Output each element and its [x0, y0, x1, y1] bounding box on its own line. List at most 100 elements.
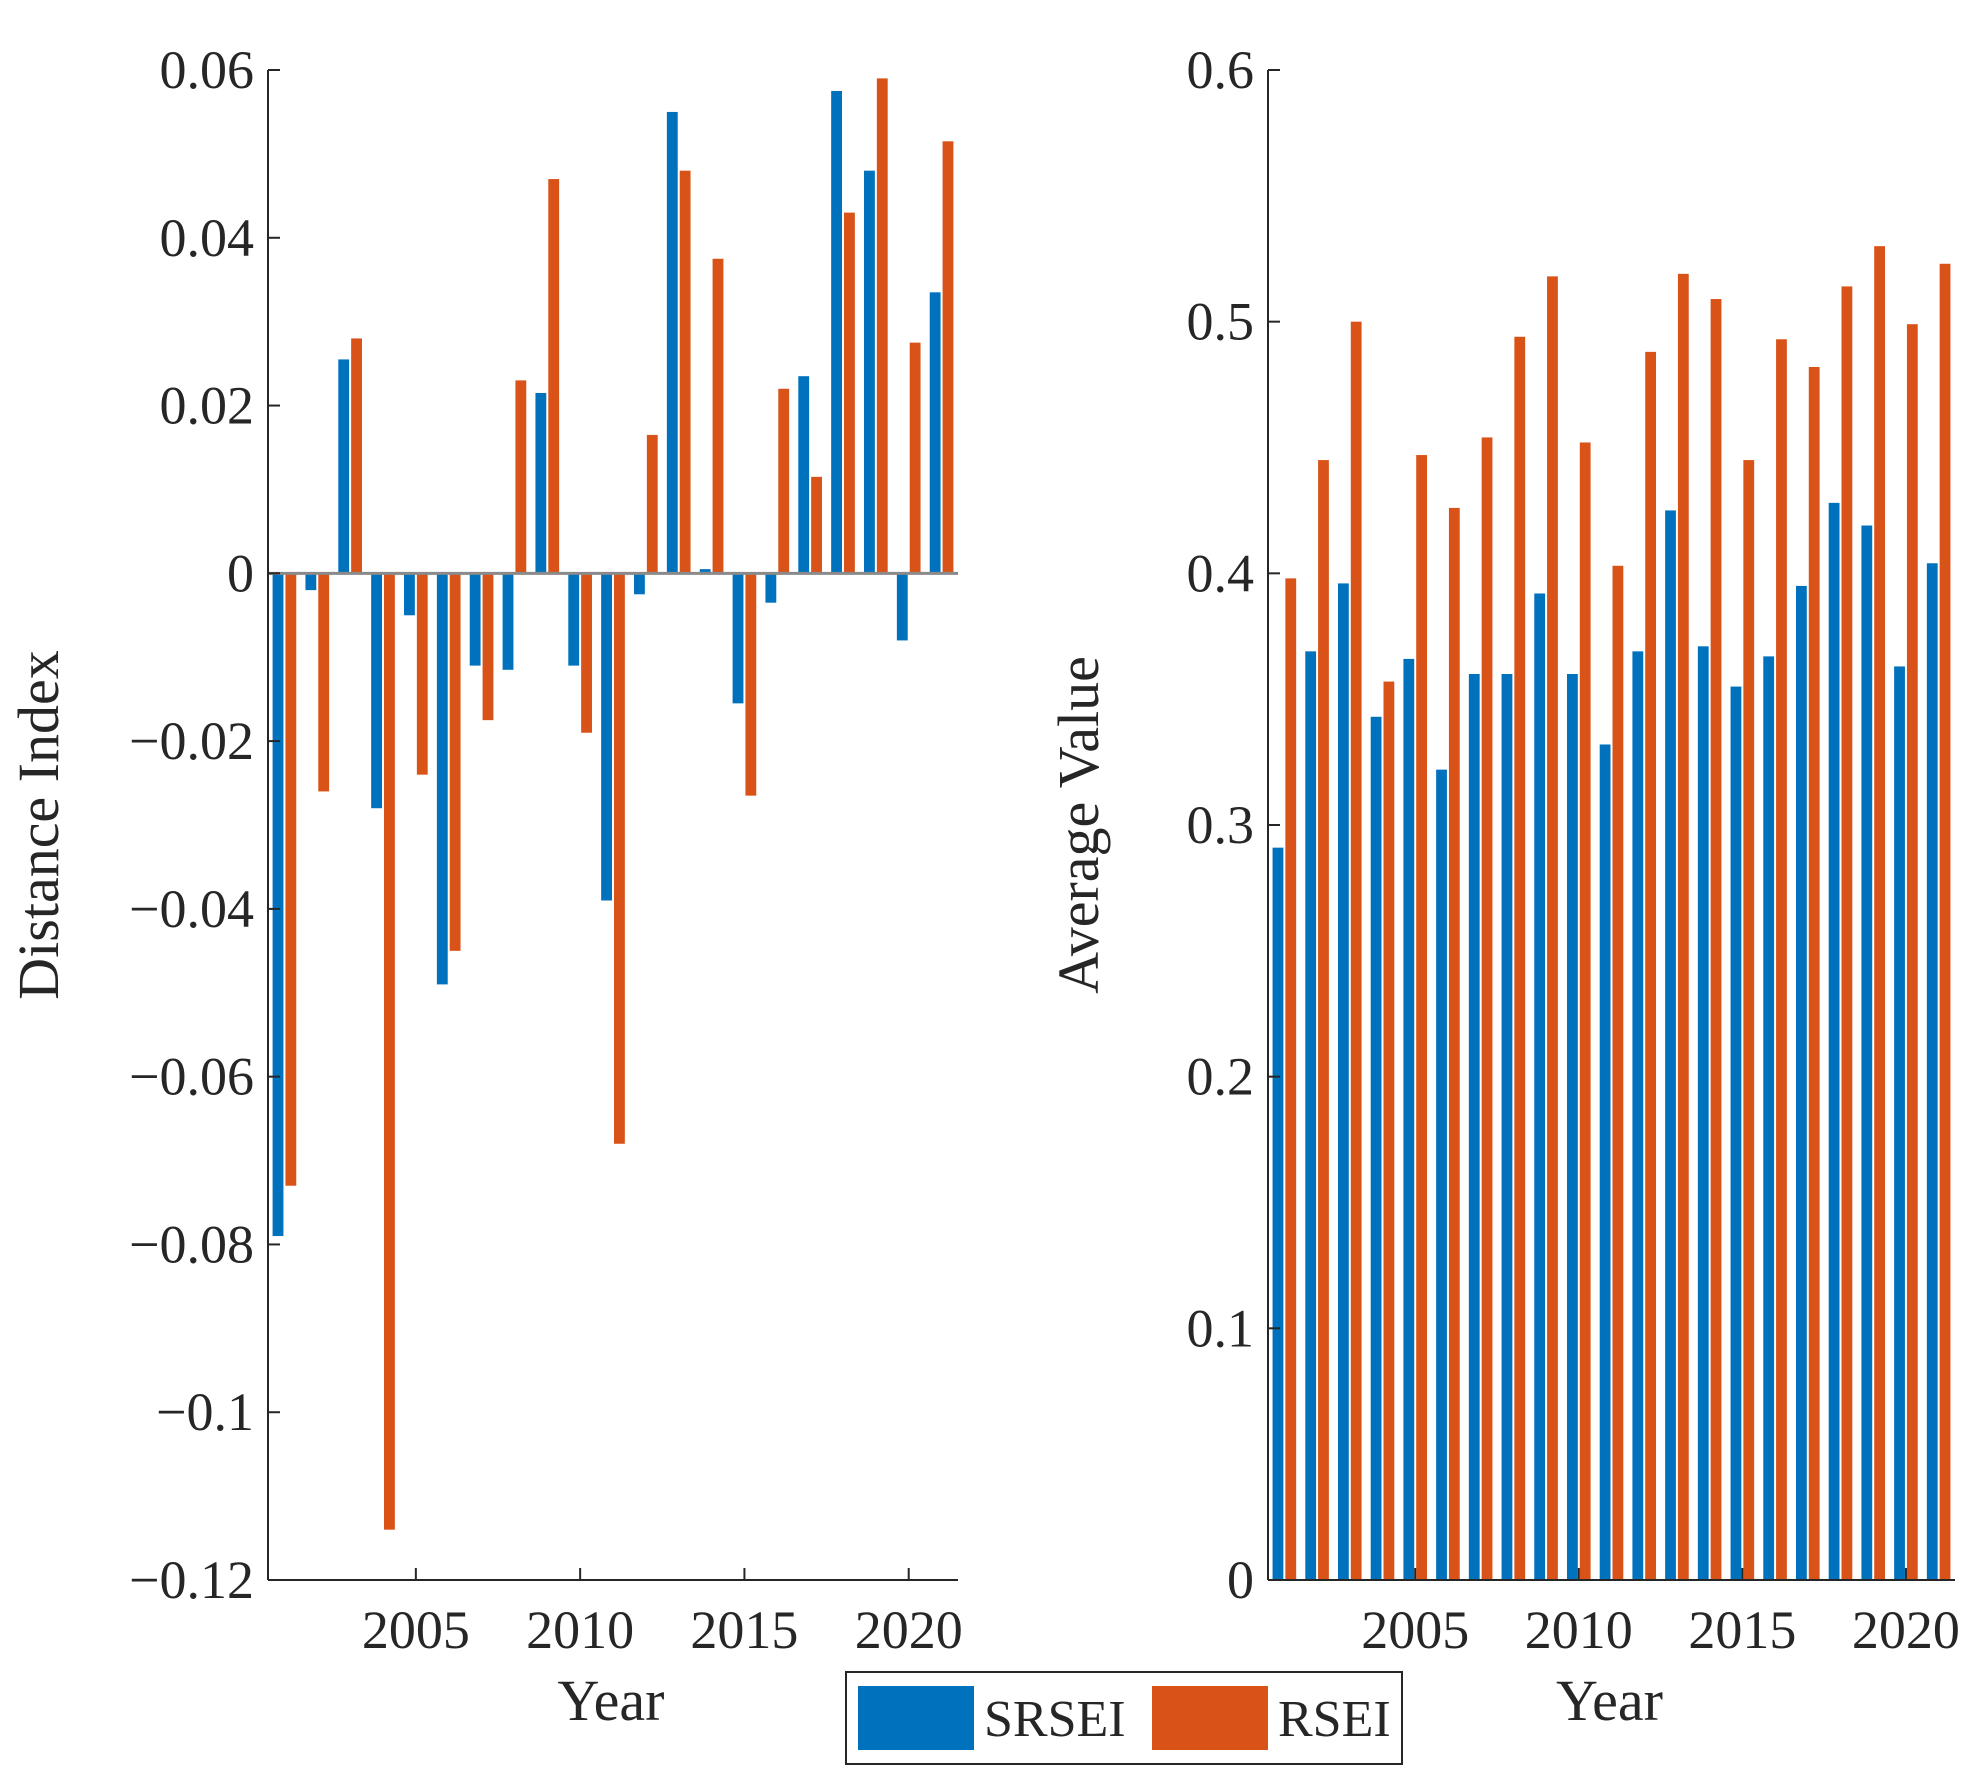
bar-rsei-2001: [285, 573, 297, 1186]
y-tick-label: −0.08: [129, 1214, 254, 1274]
bar-rsei-2016: [778, 388, 790, 574]
bar-rsei-2008: [515, 380, 527, 574]
distance-index-chart: −0.12 −0.1 −0.08 −0.06 −0.04 −0.02 0 0.02 0.04 0.…: [6, 40, 963, 1733]
bar-srsei-2019: [1861, 525, 1873, 1580]
bar-srsei-2014: [699, 569, 711, 574]
bar-rsei-2011: [614, 573, 625, 1144]
bar-srsei-2007: [469, 573, 481, 666]
y-tick-label: −0.1: [156, 1382, 254, 1442]
bar-srsei-2008: [502, 573, 514, 670]
bar-rsei-2007: [1481, 437, 1493, 1581]
bar-rsei-2009: [1547, 276, 1558, 1580]
x-tick-label: 2015: [1688, 1600, 1796, 1660]
bar-srsei-2006: [436, 573, 448, 985]
x-tick-label: 2010: [526, 1600, 634, 1660]
average-value-chart: 0 0.1 0.2 0.3 0.4 0.5 0.6 2005 2010 2015 2020 Avera…: [1046, 40, 1960, 1733]
bar-rsei-2012: [1645, 351, 1657, 1580]
bar-rsei-2004: [1383, 681, 1395, 1580]
bar-rsei-2004: [384, 573, 395, 1530]
bar-srsei-2017: [1795, 585, 1807, 1580]
bar-srsei-2020: [1894, 666, 1905, 1580]
bar-srsei-2009: [535, 392, 547, 574]
y-tick-label: 0.5: [1187, 292, 1255, 352]
legend-swatch-srsei: [858, 1686, 974, 1750]
y-tick-label: −0.06: [129, 1047, 254, 1107]
bar-srsei-2006: [1436, 769, 1447, 1580]
bar-rsei-2002: [1318, 460, 1329, 1581]
bar-srsei-2005: [1403, 658, 1415, 1580]
bar-srsei-2005: [404, 573, 415, 616]
y-tick-label: 0.4: [1187, 543, 1255, 603]
x-axis-title: Year: [558, 1668, 665, 1733]
bar-rsei-2015: [745, 573, 757, 796]
bar-srsei-2014: [1697, 646, 1709, 1580]
bar-srsei-2001: [272, 573, 284, 1237]
bar-rsei-2017: [1808, 366, 1820, 1581]
legend: SRSEI RSEI: [845, 1671, 1403, 1765]
y-tick-label: 0: [227, 543, 254, 603]
bar-srsei-2013: [666, 111, 678, 574]
bar-srsei-2002: [305, 573, 317, 591]
y-tick-label: 0.06: [160, 40, 255, 100]
bar-rsei-2013: [1677, 273, 1689, 1581]
bar-srsei-2012: [634, 573, 645, 595]
bar-srsei-2013: [1665, 510, 1676, 1580]
bar-rsei-2011: [1612, 565, 1624, 1580]
y-tick-label: 0.1: [1187, 1298, 1255, 1358]
legend-label-rsei: RSEI: [1278, 1691, 1391, 1748]
bar-rsei-2003: [351, 338, 362, 574]
bar-rsei-2003: [1350, 321, 1362, 1580]
bar-srsei-2003: [338, 359, 350, 574]
y-tick-label: −0.12: [129, 1550, 254, 1610]
bar-rsei-2021: [942, 141, 954, 574]
x-tick-label: 2005: [362, 1600, 470, 1660]
bar-srsei-2010: [568, 573, 580, 666]
bar-srsei-2012: [1632, 651, 1644, 1580]
bar-srsei-2015: [732, 573, 744, 704]
bar-rsei-2006: [449, 573, 461, 951]
bar-rsei-2005: [416, 573, 428, 775]
bar-srsei-2018: [1828, 502, 1840, 1580]
bar-rsei-2010: [581, 573, 592, 733]
y-tick-label: 0.3: [1187, 795, 1255, 855]
x-tick-label: 2020: [1852, 1600, 1960, 1660]
bar-rsei-2005: [1416, 455, 1428, 1580]
bar-srsei-2008: [1501, 674, 1513, 1580]
bar-srsei-2021: [1926, 563, 1938, 1580]
bar-srsei-2011: [601, 573, 612, 901]
bar-rsei-2006: [1448, 507, 1460, 1580]
y-axis-title: Distance Index: [6, 650, 71, 999]
legend-swatch-rsei: [1152, 1686, 1268, 1750]
bar-rsei-2008: [1514, 336, 1526, 1580]
bar-srsei-2009: [1534, 593, 1546, 1580]
y-tick-label: 0.04: [160, 208, 255, 268]
bar-srsei-2020: [896, 573, 908, 641]
bar-rsei-2017: [811, 476, 822, 574]
bar-rsei-2014: [712, 258, 724, 574]
bar-rsei-2021: [1939, 263, 1951, 1580]
y-tick-label: 0.6: [1187, 40, 1255, 100]
bar-rsei-2016: [1776, 339, 1787, 1580]
y-axis-title: Average Value: [1046, 656, 1111, 994]
bar-rsei-2018: [844, 212, 855, 574]
bar-rsei-2019: [1874, 246, 1886, 1580]
y-tick-label: −0.04: [129, 879, 254, 939]
bar-rsei-2014: [1710, 299, 1722, 1580]
bar-rsei-2020: [1906, 324, 1918, 1581]
x-axis-title: Year: [1556, 1668, 1663, 1733]
y-tick-label: 0: [1227, 1550, 1254, 1610]
bar-rsei-2019: [876, 78, 888, 574]
bar-rsei-2001: [1285, 578, 1297, 1580]
bar-rsei-2020: [909, 342, 921, 574]
y-tick-label: 0.2: [1187, 1047, 1255, 1107]
bar-rsei-2009: [548, 179, 560, 574]
bar-rsei-2010: [1579, 442, 1591, 1581]
bar-srsei-2011: [1599, 744, 1611, 1580]
bar-srsei-2017: [798, 376, 810, 574]
bar-srsei-2001: [1272, 847, 1284, 1580]
legend-label-srsei: SRSEI: [984, 1691, 1126, 1748]
x-tick-label: 2010: [1525, 1600, 1633, 1660]
bar-rsei-2012: [646, 434, 658, 574]
x-tick-label: 2005: [1361, 1600, 1469, 1660]
